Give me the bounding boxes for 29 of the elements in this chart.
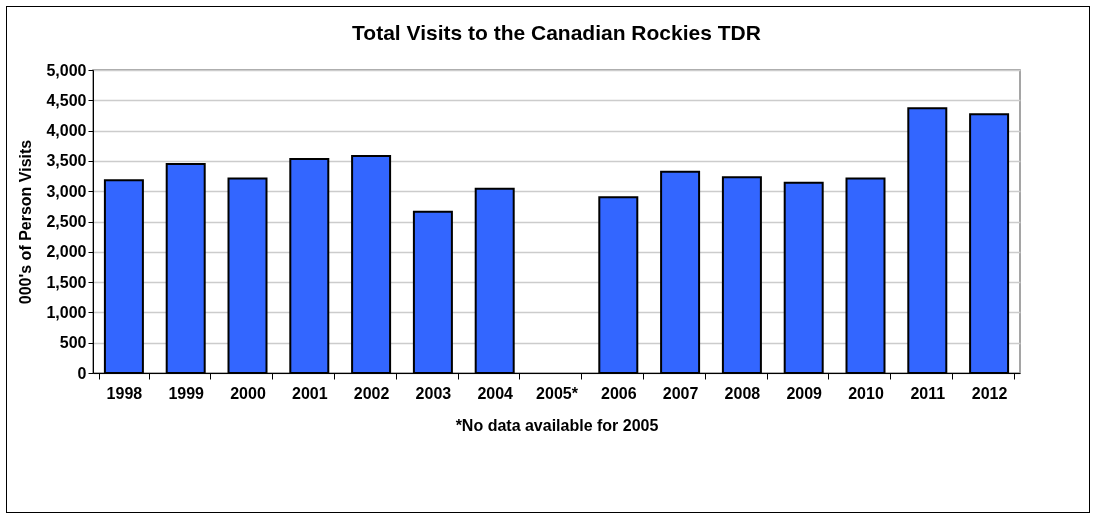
x-tick-label: 2001 bbox=[292, 384, 328, 402]
x-tick-label: 2003 bbox=[415, 384, 452, 402]
x-tick-label: 1999 bbox=[168, 384, 205, 402]
x-tick-label: 2002 bbox=[353, 384, 390, 402]
x-tick-label: 2006 bbox=[601, 384, 637, 402]
x-tick-label: 2005* bbox=[536, 384, 579, 402]
y-tick-label: 2,500 bbox=[46, 213, 87, 230]
x-tick-label: 2010 bbox=[848, 384, 884, 402]
y-tick-label: 3,500 bbox=[46, 152, 87, 170]
y-axis-title: 000's of Person Visits bbox=[17, 139, 35, 305]
x-tick-label: 2000 bbox=[230, 384, 266, 402]
y-tick-label: 4,500 bbox=[46, 91, 87, 109]
x-tick-label: 2012 bbox=[971, 384, 1008, 402]
text: *No data available for 2005 bbox=[455, 416, 659, 434]
x-tick-label: 1998 bbox=[106, 384, 143, 402]
y-tick-label: 5,000 bbox=[46, 61, 87, 79]
y-tick-label: 1,000 bbox=[46, 303, 87, 321]
x-tick-label: 2004 bbox=[477, 384, 514, 402]
x-tick-label: 2007 bbox=[662, 384, 699, 402]
chart-title: Total Visits to the Canadian Rockies TDR bbox=[352, 21, 761, 44]
x-tick-label: 2011 bbox=[910, 384, 946, 402]
y-tick-label: 1,500 bbox=[46, 273, 87, 291]
y-tick-label: 500 bbox=[59, 334, 87, 352]
y-tick-label: 3,000 bbox=[46, 182, 87, 200]
x-tick-label: 2008 bbox=[724, 384, 761, 402]
y-tick-label: 4,000 bbox=[46, 122, 87, 140]
x-tick-label: 2009 bbox=[786, 384, 823, 402]
y-tick-label: 0 bbox=[77, 364, 87, 382]
y-tick-label: 2,000 bbox=[46, 243, 87, 261]
